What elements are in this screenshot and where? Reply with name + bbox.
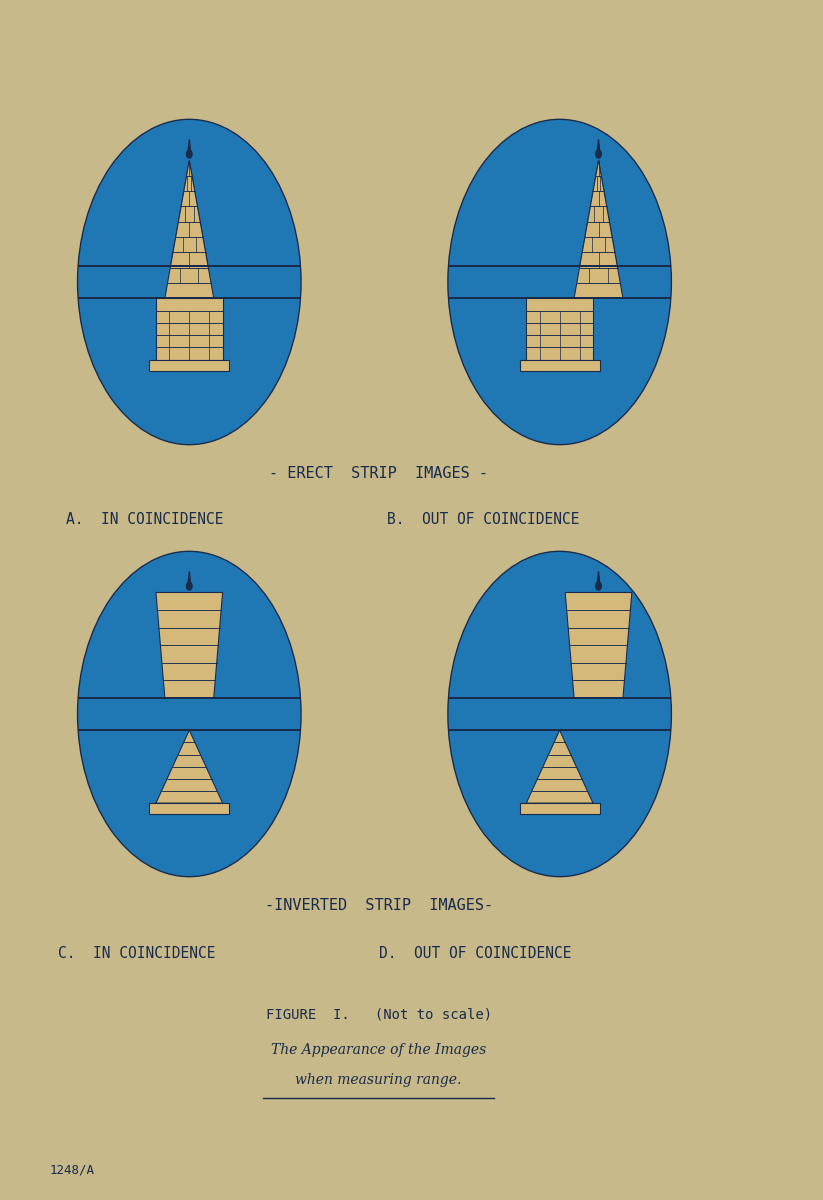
Polygon shape	[156, 593, 222, 697]
Polygon shape	[149, 360, 230, 371]
Polygon shape	[188, 571, 190, 582]
Polygon shape	[527, 298, 593, 360]
Polygon shape	[519, 360, 600, 371]
Polygon shape	[597, 571, 600, 582]
Circle shape	[78, 552, 300, 876]
Text: -INVERTED  STRIP  IMAGES-: -INVERTED STRIP IMAGES-	[264, 899, 493, 913]
Circle shape	[78, 120, 300, 444]
Circle shape	[596, 150, 602, 158]
Polygon shape	[580, 161, 617, 266]
Text: when measuring range.: when measuring range.	[295, 1073, 462, 1087]
Circle shape	[449, 120, 671, 444]
Circle shape	[187, 150, 192, 158]
Circle shape	[596, 582, 602, 590]
Text: - ERECT  STRIP  IMAGES -: - ERECT STRIP IMAGES -	[269, 467, 488, 481]
Polygon shape	[565, 593, 632, 697]
Text: The Appearance of the Images: The Appearance of the Images	[271, 1043, 486, 1057]
Text: D.  OUT OF COINCIDENCE: D. OUT OF COINCIDENCE	[379, 947, 571, 961]
Text: B.  OUT OF COINCIDENCE: B. OUT OF COINCIDENCE	[387, 512, 579, 527]
Polygon shape	[156, 730, 222, 803]
Text: FIGURE  I.   (Not to scale): FIGURE I. (Not to scale)	[266, 1007, 491, 1021]
Polygon shape	[170, 161, 208, 266]
Text: 1248/A: 1248/A	[49, 1164, 95, 1176]
Polygon shape	[149, 803, 230, 815]
Polygon shape	[527, 730, 593, 803]
Text: A.  IN COINCIDENCE: A. IN COINCIDENCE	[66, 512, 223, 527]
Polygon shape	[574, 161, 623, 298]
Polygon shape	[156, 298, 222, 360]
Polygon shape	[597, 139, 600, 150]
Polygon shape	[188, 139, 190, 150]
Polygon shape	[165, 161, 214, 298]
Circle shape	[449, 552, 671, 876]
Text: C.  IN COINCIDENCE: C. IN COINCIDENCE	[58, 947, 215, 961]
Circle shape	[187, 582, 192, 590]
Polygon shape	[519, 803, 600, 815]
